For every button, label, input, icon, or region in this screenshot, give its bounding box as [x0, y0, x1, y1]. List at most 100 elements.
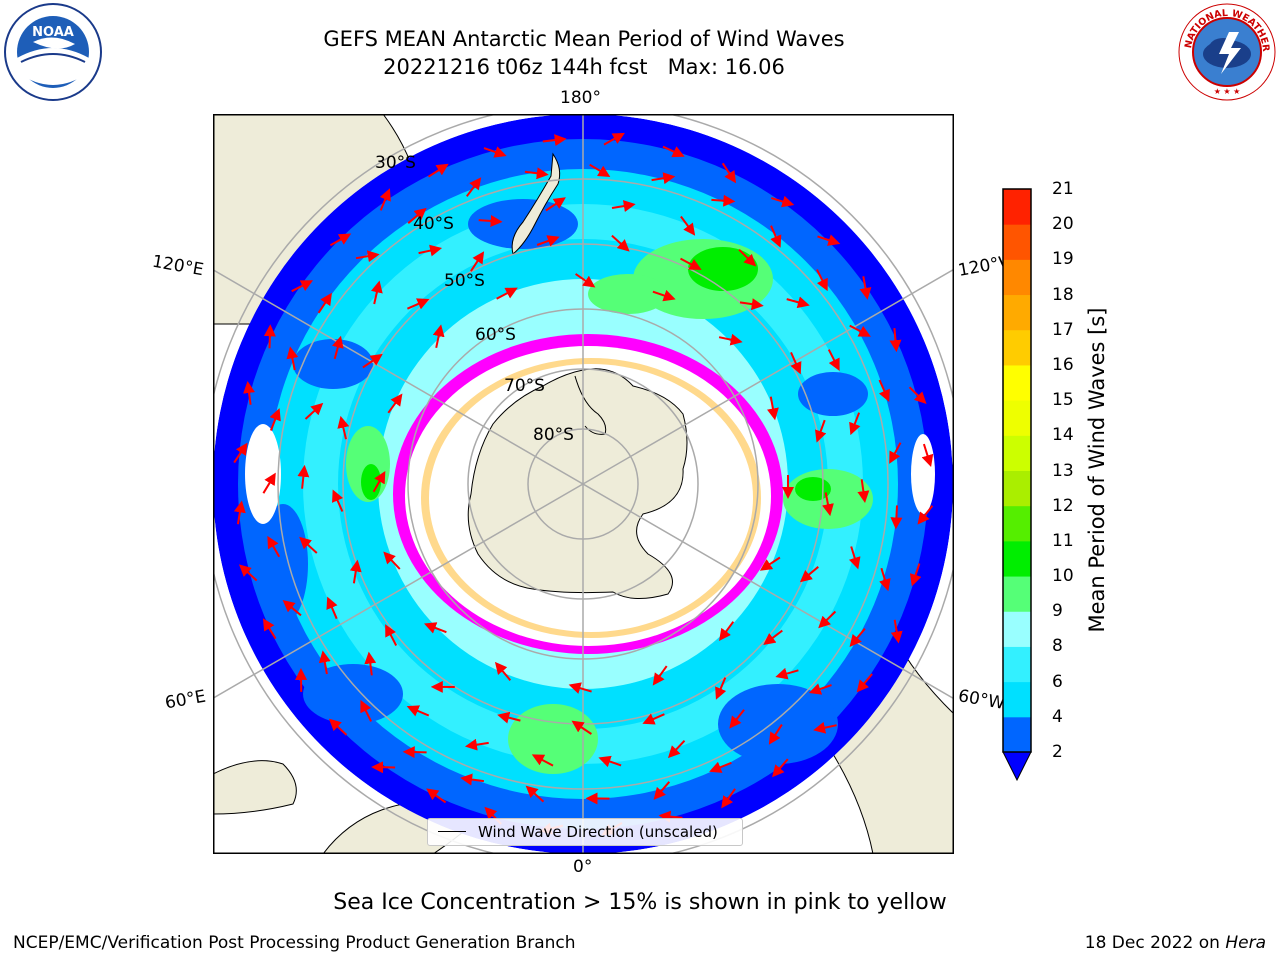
- wind-wave-arrow: [739, 298, 764, 311]
- wind-wave-arrow: [524, 167, 549, 180]
- wind-wave-arrow: [470, 251, 485, 272]
- lon-label-180: 180°: [560, 88, 601, 108]
- wind-wave-arrow: [849, 324, 871, 337]
- lat-label-70s: 70°S: [504, 376, 545, 396]
- wind-wave-arrow: [921, 443, 934, 468]
- colorbar-tick-label: 2: [1052, 742, 1063, 762]
- wind-wave-arrow: [849, 628, 866, 647]
- wind-wave-arrow: [427, 163, 449, 178]
- sea-ice-note: Sea Ice Concentration > 15% is shown in …: [333, 890, 947, 915]
- wind-wave-arrow: [328, 718, 348, 736]
- wind-wave-arrow: [531, 754, 554, 767]
- wind-wave-arrow: [494, 661, 512, 681]
- lon-label-60e: 60°E: [163, 686, 208, 714]
- noaa-logo-text: NOAA: [32, 25, 74, 40]
- colorbar-band: [1003, 435, 1031, 471]
- wind-wave-arrow: [718, 333, 743, 346]
- colorbar-tick-label: 11: [1052, 530, 1074, 551]
- wind-wave-arrow: [889, 442, 902, 464]
- colorbar-band: [1003, 224, 1031, 260]
- wind-wave-arrow: [642, 713, 665, 725]
- wind-wave-arrow: [267, 535, 281, 558]
- wind-wave-arrow: [238, 564, 258, 582]
- wind-wave-arrow: [387, 393, 403, 414]
- wind-wave-arrow: [738, 248, 757, 267]
- wind-wave-arrow: [318, 650, 331, 675]
- colorbar-tick-label: 14: [1052, 425, 1074, 446]
- wind-wave-arrow: [771, 195, 795, 208]
- colorbar-tick-label: 18: [1052, 284, 1074, 305]
- wind-wave-arrow: [297, 464, 310, 489]
- wind-wave-arrow: [729, 709, 745, 729]
- wind-wave-arrow: [890, 505, 903, 530]
- svg-text:★ ★ ★: ★ ★ ★: [1214, 87, 1241, 96]
- wind-wave-arrow: [790, 351, 802, 375]
- wind-wave-arrow: [808, 683, 832, 695]
- wind-wave-arrow: [568, 682, 592, 694]
- wind-wave-arrow: [667, 740, 686, 759]
- colorbar-tick-label: 19: [1052, 249, 1074, 270]
- wind-wave-arrow: [856, 673, 873, 693]
- colorbar-under-triangle: [1002, 751, 1032, 782]
- wind-wave-arrow: [407, 207, 427, 224]
- wind-wave-arrow: [818, 610, 837, 629]
- wind-wave-arrow: [372, 470, 386, 493]
- wind-wave-arrow: [653, 781, 671, 800]
- colorbar: [1002, 188, 1032, 782]
- colorbar-band: [1003, 189, 1031, 225]
- lon-label-0: 0°: [573, 857, 593, 877]
- lat-label-40s: 40°S: [413, 214, 454, 234]
- wind-wave-arrow: [424, 622, 447, 634]
- wind-wave-arrow: [402, 746, 427, 759]
- colorbar-band: [1003, 294, 1031, 331]
- wind-wave-arrow: [848, 546, 861, 570]
- wind-wave-arrow: [770, 225, 782, 248]
- wind-wave-arrow: [589, 163, 611, 177]
- wind-wave-arrow: [418, 244, 443, 257]
- wind-wave-arrow: [879, 567, 891, 592]
- colorbar-tick-label: 6: [1052, 671, 1063, 692]
- map-legend: Wind Wave Direction (unscaled): [427, 818, 743, 846]
- wind-wave-arrow: [332, 335, 344, 360]
- wind-wave-arrow: [775, 667, 799, 680]
- colorbar-tick-label: 17: [1052, 319, 1074, 340]
- wind-wave-arrow: [406, 298, 430, 310]
- wind-wave-arrow: [332, 489, 344, 512]
- colorbar-band: [1003, 364, 1031, 401]
- lat-label-50s: 50°S: [444, 271, 485, 291]
- colorbar-band: [1003, 259, 1031, 296]
- wind-wave-arrow: [525, 785, 545, 803]
- chart-title: GEFS MEAN Antarctic Mean Period of Wind …: [323, 27, 845, 51]
- wind-wave-arrow: [603, 132, 625, 146]
- wind-wave-arrow: [349, 559, 362, 584]
- wind-wave-arrow: [711, 194, 736, 207]
- wind-wave-arrow: [890, 619, 903, 644]
- wind-wave-arrow: [799, 566, 819, 583]
- wind-wave-arrow: [483, 146, 507, 158]
- new-zealand: [511, 152, 561, 255]
- wind-wave-arrow: [355, 250, 380, 263]
- wind-wave-arrow: [545, 197, 566, 212]
- wind-wave-arrow: [432, 324, 445, 349]
- wind-wave-arrow: [497, 711, 521, 724]
- colorbar-band: [1003, 400, 1031, 436]
- chart-subtitle: 20221216 t06z 144h fcst Max: 16.06: [383, 55, 785, 79]
- wind-wave-arrow: [721, 162, 737, 184]
- wind-wave-arrow: [304, 402, 324, 420]
- wind-wave-arrow: [360, 699, 372, 722]
- wind-wave-arrow: [291, 280, 314, 293]
- lat-label-30s: 30°S: [375, 153, 416, 173]
- colorbar-band: [1003, 329, 1031, 366]
- wind-wave-arrow: [379, 188, 391, 211]
- colorbar-tick-label: 9: [1052, 601, 1063, 622]
- colorbar-label: Mean Period of Wind Waves [s]: [1085, 307, 1109, 633]
- wind-wave-arrow: [658, 810, 683, 823]
- wind-wave-arrow: [466, 177, 482, 197]
- nws-logo: NATIONAL WEATHER SERVICE ★ ★ ★: [1176, 2, 1276, 101]
- wind-wave-arrows: [233, 132, 934, 836]
- colorbar-tick-label: 21: [1052, 179, 1074, 199]
- map-panel: 30°S 40°S 50°S 60°S 70°S 80°S: [213, 114, 954, 854]
- wind-wave-arrow: [337, 415, 350, 440]
- lon-label-120e: 120°E: [150, 251, 206, 281]
- wind-wave-arrow: [542, 134, 567, 147]
